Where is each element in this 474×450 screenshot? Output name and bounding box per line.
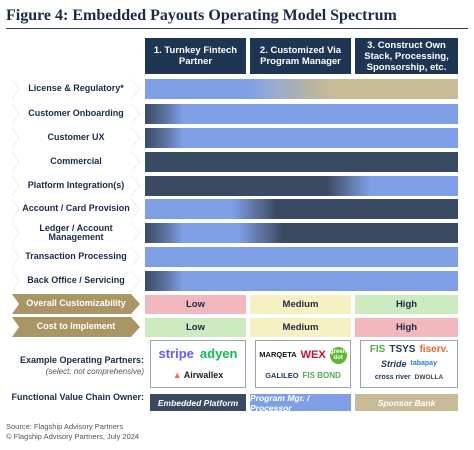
partners-turnkey: stripe adyen ▲ Airwallex: [150, 340, 246, 388]
column-header-program-manager: 2. Customized Via Program Manager: [250, 38, 351, 74]
partners-label: Example Operating Partners: (select, not…: [19, 355, 144, 376]
row-label-fill: [14, 178, 139, 195]
column-header-own-stack: 3. Construct Own Stack, Processing, Spon…: [355, 38, 458, 74]
row-label: Customer UX: [12, 128, 140, 148]
fvc-label: Functional Value Chain Owner:: [11, 392, 144, 402]
bar-transaction-processing: [145, 247, 458, 267]
bar-back-office: [145, 271, 458, 291]
bar-license: [145, 79, 458, 99]
row-label: Platform Integration(s): [12, 176, 140, 196]
cell-cost-own-stack: High: [355, 318, 458, 337]
adyen-logo: adyen: [199, 345, 238, 361]
row-label: Transaction Processing: [12, 247, 140, 267]
row-label: License & Regulatory*: [12, 79, 140, 99]
cell-cost-program-manager: Medium: [250, 318, 351, 337]
cell-customizability-program-manager: Medium: [250, 295, 351, 314]
wex-logo: WEX: [300, 349, 326, 361]
row-label-fill: [14, 201, 139, 218]
airwallex-mark-icon: ▲: [172, 369, 182, 380]
row-label-text: Back Office / Servicing: [27, 275, 125, 286]
tabapay-logo: tabapay: [410, 359, 437, 367]
row-label-fill: [14, 154, 139, 171]
source-note: Source: Flagship Advisory Partners © Fla…: [6, 422, 140, 441]
figure-title: Figure 4: Embedded Payouts Operating Mod…: [6, 5, 468, 29]
bar-commercial: [145, 152, 458, 172]
fis-logo: FIS: [369, 344, 386, 356]
partners-own-stack: FIS TSYS fiserv. Stride tabapay cross ri…: [360, 340, 458, 388]
cell-customizability-own-stack: High: [355, 295, 458, 314]
bar-customer-onboarding: [145, 104, 458, 124]
row-label-fill: [14, 273, 139, 290]
row-label-fill: [14, 130, 139, 147]
cross-river-logo: cross river: [374, 373, 411, 381]
row-label-fill: [14, 81, 139, 98]
cell-customizability-turnkey: Low: [145, 295, 246, 314]
marqeta-logo: MARQETA: [259, 350, 297, 359]
row-label-text: Account / Card Provision: [22, 203, 130, 214]
row-label-text: Platform Integration(s): [27, 180, 125, 191]
row-label: Customer Onboarding: [12, 104, 140, 124]
bar-platform-integration: [145, 176, 458, 196]
airwallex-logo: ▲ Airwallex: [172, 369, 224, 380]
column-header-turnkey: 1. Turnkey Fintech Partner: [145, 38, 246, 74]
row-label-text: Customer Onboarding: [28, 108, 124, 119]
bar-ledger-account-management: [145, 223, 458, 243]
row-label-text: License & Regulatory*: [28, 83, 124, 94]
row-label: Account / Card Provision: [12, 199, 140, 219]
tsys-logo: TSYS: [389, 344, 416, 356]
row-label-text: Transaction Processing: [25, 251, 127, 262]
summary-label-customizability: Overall Customizability: [12, 294, 140, 314]
greendot-logo: green dot: [329, 346, 347, 364]
row-label: Back Office / Servicing: [12, 271, 140, 291]
fvc-embedded-platform: Embedded Platform: [150, 394, 246, 411]
row-label: Ledger / Account Management: [12, 223, 140, 243]
partners-program-manager: MARQETA WEX green dot GALILEO FIS BOND: [255, 340, 351, 388]
cell-cost-turnkey: Low: [145, 318, 246, 337]
fvc-program-manager: Program Mgr. / Processor: [250, 393, 351, 413]
bar-customer-ux: [145, 128, 458, 148]
row-label-text: Commercial: [50, 156, 102, 167]
stride-logo: Stride: [381, 358, 407, 369]
fiserv-logo: fiserv.: [419, 344, 449, 356]
row-label-fill: [14, 106, 139, 123]
stripe-logo: stripe: [158, 345, 194, 361]
summary-label-cost: Cost to Implement: [12, 317, 140, 337]
fvc-sponsor-bank: Sponsor Bank: [355, 394, 458, 411]
row-label-text: Customer UX: [47, 132, 105, 143]
row-label-text: Ledger / Account Management: [39, 222, 113, 242]
galileo-logo: GALILEO: [265, 370, 299, 380]
row-label: Commercial: [12, 152, 140, 172]
row-label-fill: [14, 249, 139, 266]
dwolla-logo: DWOLLA: [414, 373, 444, 381]
fis-bond-logo: FIS BOND: [302, 370, 341, 380]
bar-account-card-provision: [145, 199, 458, 219]
row-label-fill: [14, 225, 139, 242]
